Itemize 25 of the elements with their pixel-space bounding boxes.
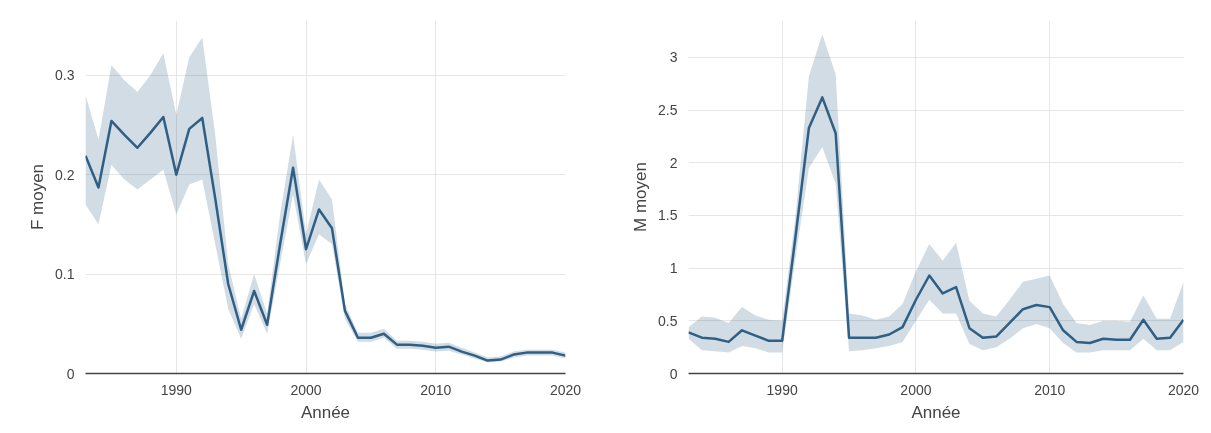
line-series [85, 115, 566, 362]
x-tick-label: 2020 [1167, 381, 1200, 398]
x-tick-label: 2000 [900, 381, 932, 398]
x-axis-title: Année [911, 402, 961, 422]
y-tick-label: 0 [669, 365, 678, 382]
y-tick-label: 1.5 [658, 207, 678, 224]
x-tick-label: 2010 [420, 381, 452, 398]
x-tick-label: 1990 [766, 381, 798, 398]
y-tick-label: 3 [669, 49, 678, 66]
x-tick-label: 2010 [1034, 381, 1066, 398]
line-series [688, 96, 1184, 345]
y-axis-title: M moyen [631, 162, 651, 232]
x-tick-label: 2000 [290, 381, 322, 398]
y-tick-label: 0 [66, 365, 75, 382]
y-tick-label: 0.5 [658, 312, 678, 329]
x-axis-title: Année [300, 402, 351, 422]
y-tick-label: 0.1 [55, 266, 75, 283]
y-tick-label: 0.2 [55, 166, 75, 183]
x-tick-label: 2020 [549, 381, 582, 398]
y-tick-label: 2 [669, 154, 678, 171]
y-tick-label: 2.5 [658, 102, 678, 119]
y-axis-title: F moyen [28, 163, 48, 231]
y-tick-label: 1 [669, 260, 678, 277]
x-tick-label: 1990 [160, 381, 193, 398]
y-tick-label: 0.3 [55, 67, 75, 84]
